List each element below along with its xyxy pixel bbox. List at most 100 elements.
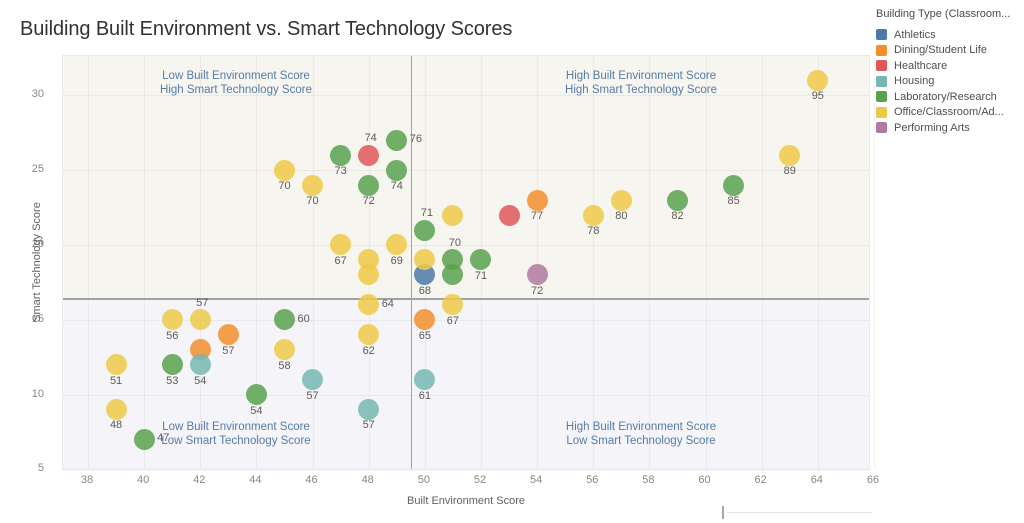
scatter-point-office[interactable] [273,339,295,361]
scatter-point-laboratory[interactable] [386,129,408,151]
scatter-point-laboratory[interactable] [273,309,295,331]
point-label: 89 [783,165,796,178]
scatter-point-office[interactable] [807,69,829,91]
x-axis-title: Built Environment Score [407,495,525,507]
gridline-vertical [761,56,763,469]
scatter-point-office[interactable] [161,309,183,331]
x-tick-label: 60 [698,474,711,486]
legend-items: Athletics Dining/Student Life Healthcare Ho… [876,27,1022,136]
scatter-point-dining[interactable] [526,189,548,211]
gridline-vertical [144,56,146,469]
quadrant-label-line: High Smart Technology Score [565,83,717,96]
scatter-point-dining[interactable] [414,309,436,331]
scatter-point-office[interactable] [442,294,464,316]
point-label: 67 [446,314,460,327]
point-label: 95 [811,90,824,103]
y-tick-label: 25 [31,163,44,176]
legend-item-housing[interactable]: Housing [876,74,1022,90]
x-tick-label: 38 [80,474,94,486]
scatter-point-office[interactable] [330,234,352,256]
point-label: 77 [530,210,544,223]
scatter-point-office[interactable] [358,324,380,346]
scatter-point-healthcare[interactable] [498,204,520,226]
quadrant-label-line: High Smart Technology Score [160,83,312,96]
gridline-vertical [649,56,651,469]
point-label: 61 [418,389,431,402]
gridline-horizontal [63,469,869,471]
x-tick-label: 62 [754,474,767,486]
scatter-point-athletics[interactable] [414,264,436,286]
scatter-point-laboratory[interactable] [161,354,183,376]
legend-item-laboratory[interactable]: Laboratory/Research [876,89,1022,105]
scatter-point-housing[interactable] [189,354,211,376]
scatter-point-office[interactable] [105,398,127,420]
scatter-point-performing[interactable] [526,264,548,286]
point-label: 60 [297,312,310,325]
legend-item-label: Athletics [894,28,936,41]
scatter-point-laboratory[interactable] [414,219,436,241]
quadrant-label-line: High Built Environment Score [565,70,717,82]
scatter-point-dining[interactable] [217,324,239,346]
legend-item-label: Healthcare [894,59,948,72]
point-label: 57 [306,389,319,402]
scatter-point-housing[interactable] [302,369,324,391]
legend: Building Type (Classroom... Athletics Din… [876,8,1022,136]
scatter-point-laboratory[interactable] [442,264,464,286]
scatter-point-office[interactable] [358,264,380,286]
scatter-point-office[interactable] [610,189,632,211]
legend-item-dining[interactable]: Dining/Student Life [876,43,1022,59]
gridline-vertical [88,56,89,469]
scatter-point-office[interactable] [358,294,380,316]
scatter-point-healthcare[interactable] [358,144,380,166]
scatter-point-office[interactable] [386,234,408,256]
legend-item-athletics[interactable]: Athletics [876,27,1022,43]
scatter-point-laboratory[interactable] [358,174,380,196]
gridline-vertical [817,56,819,469]
scatter-point-office[interactable] [302,174,324,196]
legend-swatch-performing [876,122,887,134]
gridline-vertical [537,56,539,469]
legend-item-performing[interactable]: Performing Arts [876,120,1022,136]
y-axis-title: Smart Technology Score [31,202,43,322]
scatter-point-laboratory[interactable] [666,189,688,211]
scatter-point-laboratory[interactable] [330,144,352,166]
scatter-point-office[interactable] [105,354,127,376]
point-label: 67 [334,254,347,267]
scatter-point-laboratory[interactable] [386,159,408,181]
scatter-point-office[interactable] [779,144,801,166]
x-tick-label: 44 [249,474,262,486]
scatter-point-laboratory[interactable] [245,384,267,406]
legend-item-healthcare[interactable]: Healthcare [876,58,1022,74]
y-tick-label: 10 [31,387,44,400]
gridline-horizontal [63,244,869,246]
scatter-point-office[interactable] [442,204,464,226]
y-tick-label: 15 [31,312,44,325]
scatter-point-laboratory[interactable] [723,174,745,196]
point-label: 69 [390,254,403,267]
scatter-point-office[interactable] [414,249,436,271]
point-label: 72 [362,195,375,208]
scatter-point-housing[interactable] [414,369,436,391]
gridline-vertical [873,56,875,469]
scatter-point-office[interactable] [582,204,604,226]
scatter-point-office[interactable] [189,309,211,331]
x-tick-label: 56 [586,474,599,486]
point-label: 47 [157,432,170,445]
scatter-point-office[interactable] [273,159,295,181]
scatter-point-laboratory[interactable] [470,249,492,271]
quadrant-label-line: Low Built Environment Score [162,70,310,82]
legend-item-label: Office/Classroom/Ad... [894,106,1004,119]
x-tick-label: 58 [642,474,655,486]
point-label: 68 [418,284,431,297]
point-label: 73 [334,165,347,178]
point-label: 57 [222,344,235,357]
scatter-point-laboratory[interactable] [133,428,155,450]
gridline-vertical [312,56,314,469]
point-label: 80 [615,210,628,223]
point-label: 54 [250,404,263,417]
scatter-point-housing[interactable] [358,398,380,420]
x-tick-label: 42 [193,474,206,486]
point-label: 53 [166,374,179,387]
legend-item-office[interactable]: Office/Classroom/Ad... [876,105,1022,121]
scrollbar-handle[interactable] [722,506,724,519]
